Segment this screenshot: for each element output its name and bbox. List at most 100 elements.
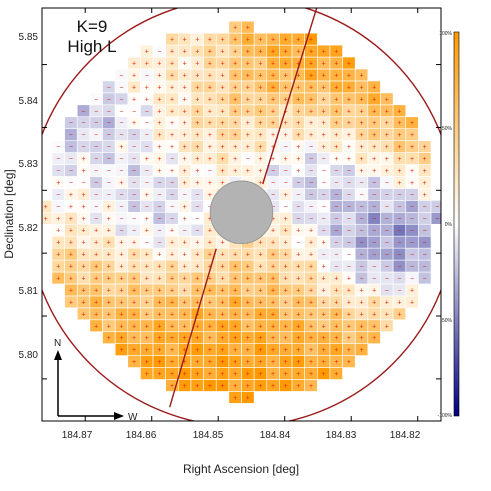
cell-sign-label: + [69,216,73,223]
cell-sign-label: + [359,299,363,306]
cell-sign-label: + [157,144,161,151]
cell-sign-label: − [385,264,389,271]
cell-sign-label: + [296,359,300,366]
cell-sign-label: + [359,347,363,354]
cell-sign-label: − [385,204,389,211]
heatmap-cell [430,200,441,213]
cell-sign-label: − [410,216,414,223]
cell-sign-label: + [284,264,288,271]
cell-sign-label: + [397,132,401,139]
cell-sign-label: + [284,156,288,163]
cell-sign-label: + [359,108,363,115]
cell-sign-label: − [119,72,123,79]
cell-sign-label: − [410,275,414,282]
cell-sign-label: + [56,180,60,187]
compass-north-label: N [54,338,61,349]
cell-sign-label: + [233,371,237,378]
cell-sign-label: + [258,61,262,68]
cell-sign-label: + [195,84,199,91]
cell-sign-label: + [183,180,187,187]
cell-sign-label: + [271,240,275,247]
cell-sign-label: + [233,168,237,175]
cell-sign-label: + [284,371,288,378]
cell-sign-label: − [372,204,376,211]
cell-sign-label: + [322,96,326,103]
cell-sign-label: − [372,216,376,223]
cell-sign-label: + [183,252,187,259]
cell-sign-label: + [296,84,300,91]
cell-sign-label: + [296,371,300,378]
cell-sign-label: − [132,204,136,211]
cell-sign-label: − [284,180,288,187]
cell-sign-label: + [94,240,98,247]
cell-sign-label: − [397,240,401,247]
cell-sign-label: + [94,252,98,259]
cell-sign-label: + [322,61,326,68]
cell-sign-label: + [145,371,149,378]
cell-sign-label: + [334,287,338,294]
cell-sign-label: − [69,144,73,151]
cell-sign-label: + [195,49,199,56]
cell-sign-label: + [157,61,161,68]
cell-sign-label: + [322,108,326,115]
cell-sign-label: + [170,61,174,68]
cell-sign-label: − [271,180,275,187]
cell-sign-label: + [309,49,313,56]
cell-sign-label: + [309,37,313,44]
cell-sign-label: + [284,108,288,115]
cell-sign-label: + [322,84,326,91]
cell-sign-label: + [233,252,237,259]
cell-sign-label: + [183,275,187,282]
cell-sign-label: + [195,108,199,115]
y-axis-title: Declination [deg] [2,169,16,258]
cell-sign-label: + [119,287,123,294]
cell-sign-label: + [397,180,401,187]
cell-sign-label: + [385,299,389,306]
cell-sign-label: + [208,192,212,199]
cell-sign-label: + [309,359,313,366]
cell-sign-label: + [233,72,237,79]
heatmap-cell [380,92,394,106]
cell-sign-label: + [334,84,338,91]
cell-sign-label: + [107,287,111,294]
cell-sign-label: + [385,120,389,127]
cell-sign-label: + [233,347,237,354]
cell-sign-label: − [284,168,288,175]
cell-sign-label: + [334,144,338,151]
cell-sign-label: − [94,144,98,151]
cell-sign-label: − [359,240,363,247]
cell-sign-label: + [157,371,161,378]
cell-sign-label: + [145,311,149,318]
cell-sign-label: + [221,96,225,103]
cell-sign-label: + [309,72,313,79]
cell-sign-label: + [246,108,250,115]
cell-sign-label: + [372,144,376,151]
cell-sign-label: − [119,132,123,139]
x-tick-labels: 184.87 184.86 184.85 184.84 184.83 184.8… [62,430,421,441]
cell-sign-label: − [410,264,414,271]
cell-sign-label: + [82,216,86,223]
cell-sign-label: + [208,311,212,318]
cell-sign-label: + [284,216,288,223]
compass-west-label: W [128,412,138,423]
cell-sign-label: + [410,156,414,163]
cell-sign-label: + [221,180,225,187]
cell-sign-label: + [246,132,250,139]
cell-sign-label: + [372,287,376,294]
cell-sign-label: + [183,49,187,56]
cell-sign-label: + [233,144,237,151]
cell-sign-label: + [296,132,300,139]
cell-sign-label: + [221,37,225,44]
cell-sign-label: + [309,287,313,294]
cell-sign-label: + [69,204,73,211]
cell-sign-label: − [347,240,351,247]
cell-sign-label: + [296,228,300,235]
cell-sign-label: + [208,37,212,44]
cell-sign-label: + [233,323,237,330]
cell-sign-label: − [284,144,288,151]
cell-sign-label: + [170,323,174,330]
cell-sign-label: − [334,180,338,187]
cell-sign-label: + [157,96,161,103]
cell-sign-label: − [145,144,149,151]
cell-sign-label: + [309,275,313,282]
